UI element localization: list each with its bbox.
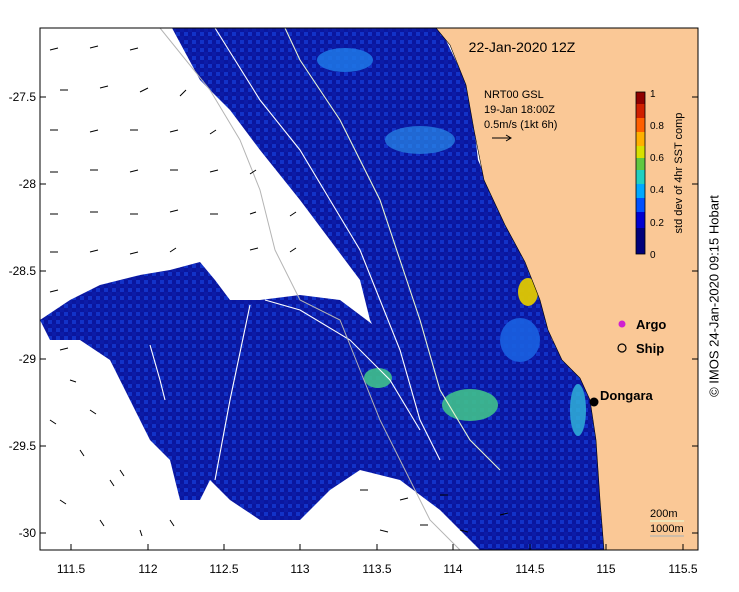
x-tick-label: 112.5 [209, 562, 238, 576]
map-plot-area [40, 28, 698, 550]
argo-legend-label: Argo [636, 317, 666, 332]
x-tick-label: 113 [290, 562, 309, 576]
y-tick-label: -28 [19, 177, 37, 191]
y-tick-label: -29.5 [9, 439, 37, 453]
colorbar-tick: 0.8 [650, 121, 664, 132]
depth-contour-200m [284, 28, 501, 471]
x-tick-label: 112 [138, 562, 157, 576]
australia-coastline-land [435, 28, 698, 550]
y-tick-label: -28.5 [9, 264, 37, 278]
credit-label: © IMOS 24-Jan-2020 09:15 Hobart [706, 195, 722, 397]
depth-contour-grey [159, 28, 461, 550]
colorbar-tick: 0.6 [650, 153, 664, 164]
y-tick-label: -29 [19, 352, 37, 366]
current-vector-field [49, 45, 509, 537]
plot-frame [39, 27, 699, 551]
x-tick-label: 115.5 [668, 562, 697, 576]
ship-legend-label: Ship [636, 341, 664, 356]
colorbar-label: std dev of 4hr SST comp [673, 113, 685, 234]
depth-label-200m: 200m [650, 508, 678, 520]
ship-marker-icon [617, 343, 627, 353]
current-time-label: 19-Jan 18:00Z [484, 104, 555, 116]
depth-contour-1000m [149, 28, 441, 481]
colorbar-tick: 0.4 [650, 185, 664, 196]
axis-ticks [40, 96, 698, 550]
current-source-label: NRT00 GSL [484, 89, 544, 101]
y-tick-label: -27.5 [9, 90, 37, 104]
colorbar-tick: 1 [650, 89, 656, 100]
x-tick-label: 113.5 [362, 562, 391, 576]
x-tick-label: 115 [596, 562, 615, 576]
place-label: Dongara [600, 388, 654, 403]
sst-data-swath-north [172, 28, 610, 550]
colorbar [635, 91, 646, 255]
map-title: 22-Jan-2020 12Z [469, 39, 576, 55]
x-tick-label: 111.5 [57, 562, 86, 576]
colorbar-tick: 0.2 [650, 218, 664, 229]
current-scale-label: 0.5m/s (1kt 6h) [484, 119, 557, 131]
colorbar-tick: 0 [650, 250, 656, 261]
depth-label-1000m: 1000m [650, 523, 684, 535]
y-tick-label: -30 [19, 526, 37, 540]
x-tick-label: 114.5 [515, 562, 544, 576]
argo-marker-icon [618, 320, 626, 328]
x-tick-label: 114 [443, 562, 462, 576]
sst-data-swath-west [40, 262, 560, 550]
dongara-location-marker [589, 397, 599, 407]
